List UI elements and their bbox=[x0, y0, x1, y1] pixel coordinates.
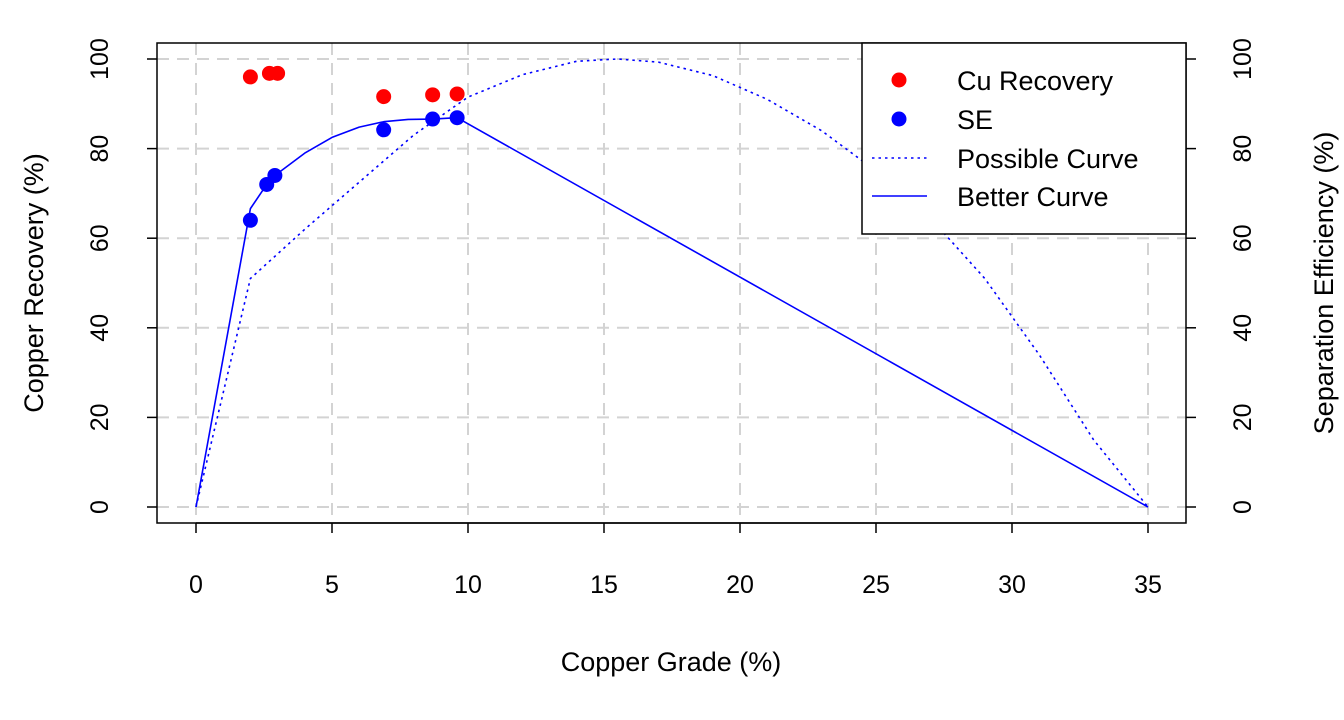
x-tick-label: 20 bbox=[726, 571, 754, 599]
y-axis-right: 0 20 40 60 80 100 bbox=[1186, 38, 1257, 514]
y-left-tick-label: 40 bbox=[86, 314, 114, 342]
data-point-cu-recovery bbox=[270, 65, 286, 81]
y-left-tick-label: 60 bbox=[86, 224, 114, 252]
x-axis-title: Copper Grade (%) bbox=[561, 647, 782, 677]
series-line-possible-curve bbox=[195, 58, 1149, 508]
data-point-cu-recovery bbox=[425, 87, 441, 103]
x-tick-label: 10 bbox=[454, 571, 482, 599]
legend-label-se: SE bbox=[957, 105, 993, 135]
legend: Cu Recovery SE Possible Curve Better Cur… bbox=[861, 42, 1187, 235]
data-point-se bbox=[242, 212, 258, 228]
legend-marker-se bbox=[891, 111, 907, 127]
y-left-tick-label: 100 bbox=[86, 38, 114, 80]
y-axis-right-title: Separation Efficiency (%) bbox=[1309, 132, 1339, 435]
x-tick-label: 30 bbox=[998, 571, 1026, 599]
x-tick-label: 25 bbox=[862, 571, 890, 599]
x-tick-label: 5 bbox=[325, 571, 339, 599]
x-axis: 0 5 10 15 20 25 30 35 bbox=[189, 522, 1162, 599]
data-point-se bbox=[449, 110, 465, 126]
y-right-tick-label: 40 bbox=[1229, 314, 1257, 342]
y-right-tick-label: 80 bbox=[1229, 135, 1257, 163]
y-axis-left-title: Copper Recovery (%) bbox=[19, 153, 49, 413]
y-right-tick-label: 0 bbox=[1229, 500, 1257, 514]
legend-label-better-curve: Better Curve bbox=[957, 182, 1109, 212]
data-point-cu-recovery bbox=[242, 69, 258, 85]
data-point-se bbox=[425, 111, 441, 127]
x-tick-label: 0 bbox=[189, 571, 203, 599]
x-tick-label: 35 bbox=[1134, 571, 1162, 599]
x-tick-label: 15 bbox=[590, 571, 618, 599]
y-left-tick-label: 20 bbox=[86, 403, 114, 431]
data-point-cu-recovery bbox=[376, 89, 392, 105]
y-right-tick-label: 60 bbox=[1229, 224, 1257, 252]
legend-box bbox=[861, 42, 1187, 235]
legend-label-cu-recovery: Cu Recovery bbox=[957, 66, 1114, 96]
y-left-tick-label: 0 bbox=[86, 500, 114, 514]
legend-marker-cu-recovery bbox=[891, 72, 907, 88]
legend-label-possible-curve: Possible Curve bbox=[957, 144, 1139, 174]
data-point-cu-recovery bbox=[449, 86, 465, 102]
y-right-tick-label: 100 bbox=[1229, 38, 1257, 80]
y-left-tick-label: 80 bbox=[86, 135, 114, 163]
data-point-se bbox=[376, 122, 392, 138]
y-right-tick-label: 20 bbox=[1229, 403, 1257, 431]
y-axis-left: 0 20 40 60 80 100 bbox=[86, 38, 157, 514]
plot-series bbox=[195, 58, 1149, 508]
data-point-se bbox=[267, 167, 283, 183]
